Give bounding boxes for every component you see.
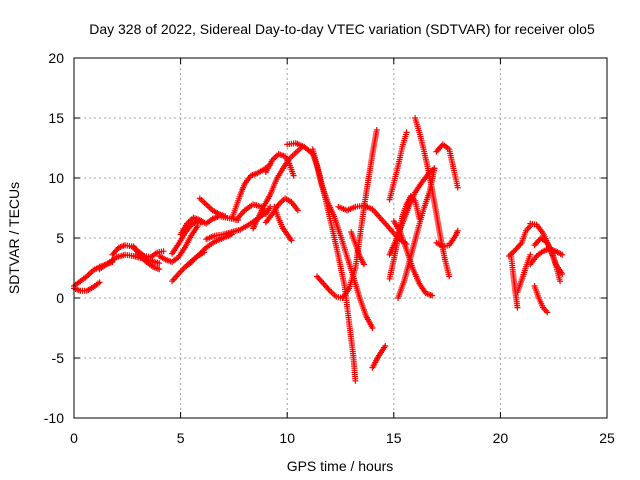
y-tick-label: 15: [48, 110, 64, 126]
data-point: [290, 172, 297, 179]
y-tick-label: 5: [56, 230, 64, 246]
data-point: [544, 309, 551, 316]
series-track-21: [314, 127, 380, 301]
x-tick-label: 15: [386, 430, 402, 446]
series-track-06: [156, 223, 201, 265]
series-track-18: [262, 151, 297, 179]
series-track-39: [531, 283, 551, 316]
series-track-11: [196, 195, 229, 220]
data-point: [179, 267, 186, 274]
data-point: [559, 251, 566, 258]
data-point: [416, 215, 423, 222]
series-track-28: [386, 193, 423, 282]
data-point: [222, 213, 229, 220]
data-point: [514, 304, 521, 311]
series-track-24: [386, 129, 410, 203]
x-tick-label: 5: [177, 430, 185, 446]
data-point: [96, 279, 103, 286]
data-point: [403, 129, 410, 136]
data-point: [431, 165, 438, 172]
data-point: [156, 260, 163, 267]
x-tick-label: 25: [599, 430, 615, 446]
data-point: [559, 271, 566, 277]
series-track-20: [309, 146, 359, 384]
series-track-32: [433, 227, 461, 250]
data-point: [160, 248, 167, 255]
data-point: [454, 227, 461, 234]
data-point: [369, 325, 376, 331]
x-tick-label: 10: [279, 430, 295, 446]
plot-frame: [73, 57, 608, 419]
y-tick-label: 10: [48, 170, 64, 186]
y-tick-label: -10: [44, 410, 64, 426]
series-track-29: [369, 343, 389, 371]
y-tick-label: -5: [52, 350, 65, 366]
data-point: [288, 237, 295, 244]
chart-title: Day 328 of 2022, Sidereal Day-to-day VTE…: [89, 21, 595, 37]
x-axis-label: GPS time / hours: [287, 458, 394, 474]
series-track-33: [508, 251, 521, 311]
data-point: [527, 251, 534, 258]
series-track-35: [514, 251, 534, 295]
series-track-27: [412, 115, 453, 280]
x-tick-label: 20: [493, 430, 509, 446]
series-track-05: [130, 243, 163, 273]
y-axis-label: SDTVAR / TECUs: [6, 182, 22, 294]
series-track-31: [433, 141, 461, 191]
plot-area: [71, 115, 566, 384]
data-point: [446, 273, 453, 280]
y-tick-label: 0: [56, 290, 64, 306]
series-track-17: [271, 203, 295, 244]
data-point: [294, 207, 301, 214]
data-point: [373, 127, 380, 133]
series-track-34: [505, 223, 534, 259]
x-tick-label: 0: [70, 430, 78, 446]
series-track-13: [228, 161, 274, 222]
data-point: [382, 343, 389, 349]
data-point: [156, 266, 163, 273]
data-point: [352, 377, 359, 384]
series-track-38: [531, 235, 564, 285]
data-point: [181, 264, 188, 271]
series-track-37: [527, 245, 566, 268]
series-track-30: [348, 229, 367, 268]
data-point: [360, 261, 367, 268]
data-point: [454, 184, 461, 191]
data-point: [429, 292, 436, 299]
data-point: [180, 265, 187, 272]
data-point: [557, 278, 564, 285]
y-tick-label: 20: [48, 50, 64, 66]
series-track-02: [71, 279, 103, 294]
